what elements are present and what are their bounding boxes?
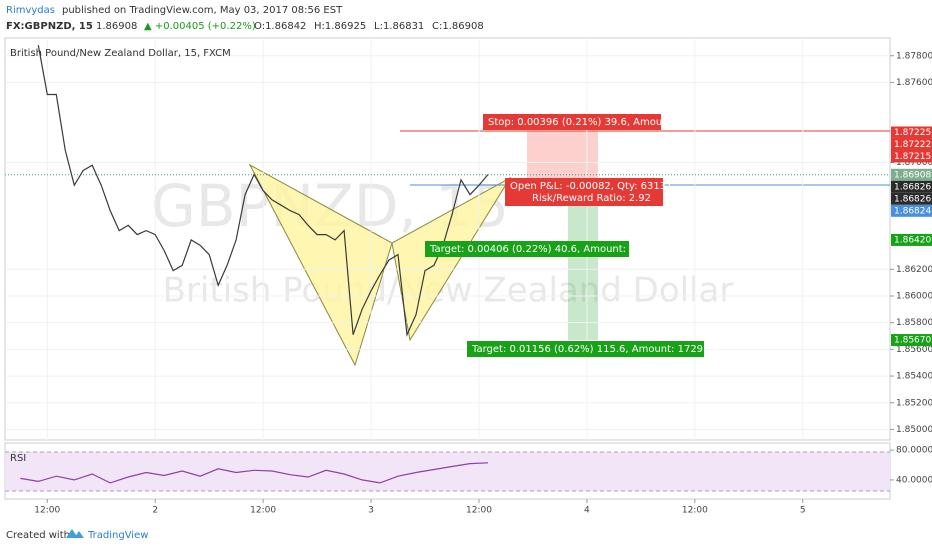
symbol: FX:GBPNZD, 15 [6,21,93,32]
price-line [20,462,489,484]
y-tick-label: 80.0000 [896,446,932,456]
rsi-band [5,452,890,491]
price-tag-label: 1.87225 [894,128,931,138]
published: published on TradingView.com, May 03, 20… [62,5,343,16]
chart-title: British Pound/New Zealand Dollar, 15, FX… [10,48,231,59]
change: ▲ +0.00405 (+0.22%) [144,21,256,32]
y-tick-label: 1.85800 [896,318,932,328]
price-tag-label: 1.86826 [894,194,931,204]
y-tick-label: 1.86000 [896,291,932,301]
target2-box [467,341,704,357]
price-tag [891,204,932,217]
y-tick-label: 1.85400 [896,372,932,382]
ohlc-open: O:1.86842 [254,21,306,32]
price-line [37,44,489,337]
y-tick-label: 1.85600 [896,345,932,355]
x-tick-label: 2 [152,506,158,516]
price-tag-label: 1.86824 [894,206,931,216]
price-tag [891,126,932,139]
price-tag [891,192,932,205]
price-tag-label: 1.86420 [894,235,931,245]
main-pane [4,37,891,441]
price-tag [891,138,932,151]
y-tick-label: 1.87000 [896,158,932,168]
target-zone[interactable] [568,185,598,340]
y-tick-label: 40.0000 [896,475,932,485]
price-tag-label: 1.85670 [894,336,931,346]
x-tick-label: 12:00 [34,506,60,516]
ohlc-low: L:1.86831 [374,21,424,32]
y-tick-label: 1.86200 [896,265,932,275]
y-tick-label: 1.85200 [896,398,932,408]
last-price: 1.86908 [96,21,137,32]
x-tick-label: 12:00 [250,506,276,516]
pattern-xab[interactable] [248,163,393,367]
pnl-label: Open P&L: -0.00082, Qty: 63131 [510,181,673,192]
pattern-bcd[interactable] [391,176,512,342]
stop-label-box [483,114,661,130]
logo [66,529,84,538]
price-tag-label: 1.86908 [894,170,931,180]
author[interactable]: Rimvydas [6,5,55,16]
price-tag-label: 1.87215 [894,152,931,162]
y-tick-label: 1.87600 [896,78,932,88]
x-tick-label: 5 [800,506,806,516]
x-tick-label: 4 [584,506,590,516]
ohlc-close: C:1.86908 [432,21,484,32]
target1-label: Target: 0.00406 (0.22%) 40.6, Amount: 12… [429,244,671,255]
rr-label: Risk/Reward Ratio: 2.92 [532,193,651,204]
price-tag [891,334,932,347]
price-tag [891,233,932,246]
price-tag-label: 1.86826 [894,182,931,192]
price-tag [891,180,932,193]
y-tick-label: 1.87800 [896,51,932,61]
x-tick-label: 12:00 [682,506,708,516]
x-tick-label: 12:00 [466,506,492,516]
created-with: Created with [6,530,70,541]
price-tag [891,150,932,163]
target2-label: Target: 0.01156 (0.62%) 115.6, Amount: 1… [471,344,719,355]
price-tag-label: 1.87222 [894,140,931,150]
stop-zone[interactable] [527,131,598,185]
rsi-title: RSI [10,453,26,464]
stop-label: Stop: 0.00396 (0.21%) 39.6, Amount: 750 [488,117,698,128]
price-tag [891,168,932,181]
ohlc-high: H:1.86925 [314,21,366,32]
target1-box [425,241,629,257]
brand[interactable]: TradingView [87,530,148,541]
x-tick-label: 3 [368,506,374,516]
y-tick-label: 1.85000 [896,425,932,435]
pnl-box [505,178,663,206]
